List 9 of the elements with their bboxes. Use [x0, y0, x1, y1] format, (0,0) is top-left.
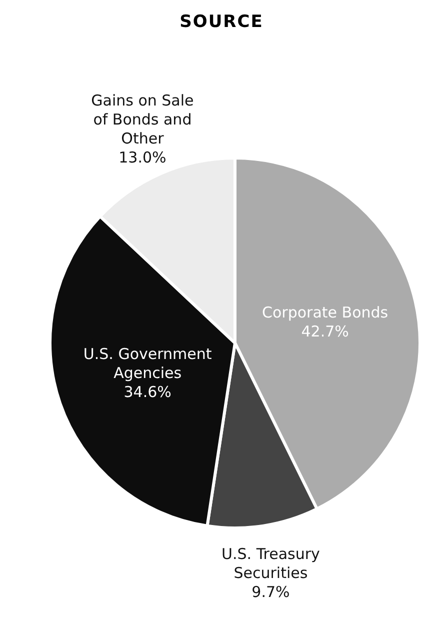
data-label: 34.6% — [124, 383, 172, 402]
data-label: 9.7% — [252, 583, 290, 602]
data-label: 42.7% — [301, 322, 349, 340]
slice-label: U.S. Government Agencies — [83, 345, 212, 382]
slice-label: U.S. Treasury Securities — [222, 545, 320, 582]
chart-title: SOURCE — [178, 11, 264, 34]
slice-label: Gains on Sale of Bonds and Other — [91, 92, 194, 148]
slice-label: Corporate Bonds — [262, 303, 388, 322]
data-label: 13.0% — [118, 148, 166, 167]
